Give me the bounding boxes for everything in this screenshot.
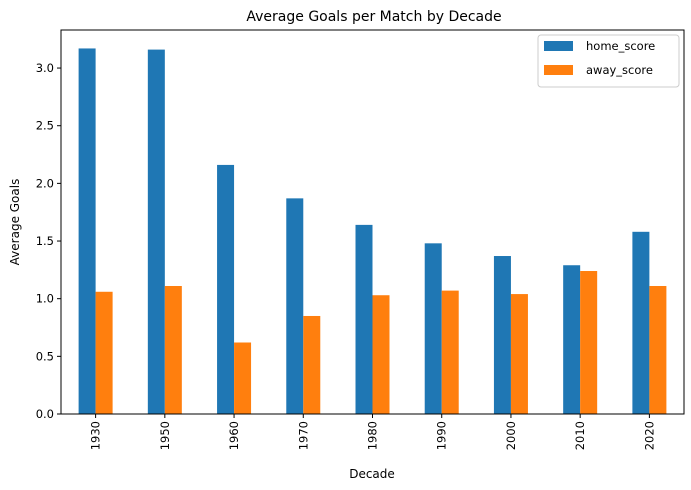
bar-away_score-1980 — [372, 295, 390, 414]
y-tick-label-3.0: 3.0 — [36, 61, 54, 75]
x-tick-label-1950: 1950 — [158, 421, 172, 450]
bar-away_score-2020 — [649, 286, 667, 414]
bar-away_score-1930 — [95, 291, 113, 414]
legend-box — [537, 34, 680, 88]
legend-label-home_score: home_score — [586, 39, 655, 53]
bar-away_score-1950 — [164, 286, 182, 414]
y-axis-label: Average Goals — [8, 179, 22, 266]
x-tick-label-2000: 2000 — [504, 421, 518, 450]
x-tick-label-1960: 1960 — [227, 421, 241, 450]
y-tick-label-0.5: 0.5 — [36, 349, 54, 363]
x-tick-label-1980: 1980 — [366, 421, 380, 450]
bar-away_score-2010 — [580, 271, 598, 414]
legend-swatch-home_score — [544, 41, 573, 51]
y-axis: 0.0 0.5 1.0 1.5 2.0 2.5 3.0 — [36, 61, 61, 421]
y-tick-label-0.0: 0.0 — [36, 407, 54, 421]
legend-swatch-away_score — [544, 65, 573, 75]
x-axis: 1930 1950 1960 1970 1980 1990 2000 2010 2020 — [89, 414, 656, 450]
bar-home_score-2010 — [563, 265, 581, 414]
bar-away_score-1990 — [441, 290, 459, 414]
plot-frame — [60, 29, 685, 415]
bar-home_score-1960 — [217, 164, 235, 414]
bar-home_score-1980 — [355, 224, 373, 414]
x-tick-label-2020: 2020 — [642, 421, 656, 450]
x-tick-label-2010: 2010 — [573, 421, 587, 450]
chart-title: Average Goals per Match by Decade — [246, 9, 501, 25]
x-tick-label-1930: 1930 — [89, 421, 103, 450]
legend-label-away_score: away_score — [586, 63, 653, 77]
bar-home_score-1930 — [78, 48, 96, 414]
x-tick-label-1990: 1990 — [435, 421, 449, 450]
bar-home_score-2000 — [493, 256, 511, 414]
bar-away_score-1960 — [234, 342, 252, 414]
bar-away_score-1970 — [303, 315, 321, 414]
y-tick-label-1.5: 1.5 — [36, 234, 54, 248]
y-tick-label-2.0: 2.0 — [36, 176, 54, 190]
y-tick-label-1.0: 1.0 — [36, 292, 54, 306]
x-tick-label-1970: 1970 — [296, 421, 310, 450]
bar-away_score-2000 — [510, 294, 528, 414]
bars-group — [78, 48, 667, 414]
x-axis-label: Decade — [349, 467, 395, 481]
legend: home_score away_score — [537, 34, 680, 88]
bar-home_score-1970 — [286, 198, 304, 414]
bar-home_score-1990 — [424, 243, 442, 414]
y-tick-label-2.5: 2.5 — [36, 119, 54, 133]
bar-home_score-2020 — [632, 231, 650, 414]
bar-home_score-1950 — [147, 49, 165, 414]
